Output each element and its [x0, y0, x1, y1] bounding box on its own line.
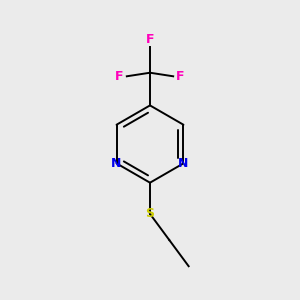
Text: F: F	[146, 33, 154, 46]
Text: N: N	[178, 157, 189, 170]
Text: S: S	[146, 207, 154, 220]
Text: F: F	[176, 70, 185, 83]
Text: F: F	[115, 70, 124, 83]
Text: N: N	[111, 157, 122, 170]
